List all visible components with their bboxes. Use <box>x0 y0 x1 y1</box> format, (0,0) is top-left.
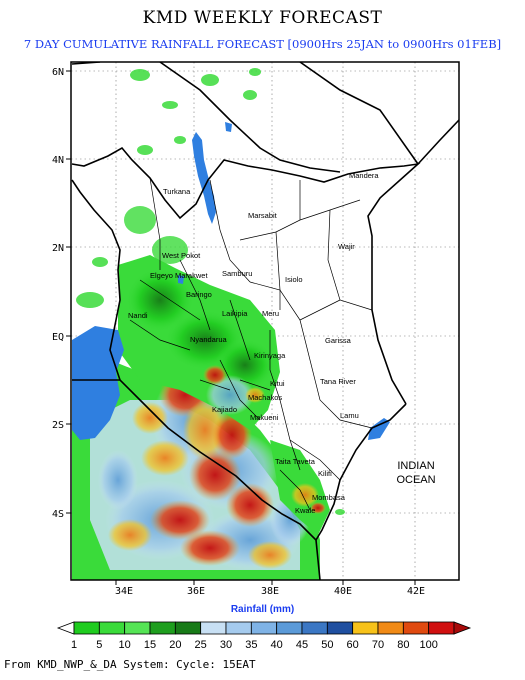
colorbar-segment <box>352 621 379 635</box>
colorbar-tick-label: 20 <box>169 639 181 651</box>
place-label: Baringo <box>186 290 212 299</box>
lon-labels: 34E 36E 38E 40E 42E <box>115 586 425 597</box>
country-boundaries <box>71 62 459 580</box>
colorbar-tick-label: 15 <box>144 639 156 651</box>
colorbar-arrow-low <box>56 621 75 635</box>
colorbar-tick-label: 50 <box>321 639 333 651</box>
colorbar <box>56 621 472 635</box>
place-label: Kilifi <box>318 469 332 478</box>
lat-label-6n: 6N <box>52 67 64 78</box>
ocean-islands <box>368 418 390 440</box>
lake-baringo <box>178 275 184 284</box>
place-label: Wajir <box>338 242 355 251</box>
place-label: Makueni <box>250 413 279 422</box>
lake-turkana <box>192 132 216 224</box>
place-label: Isiolo <box>285 275 303 284</box>
place-label: Nandi <box>128 311 148 320</box>
place-label: Garissa <box>325 336 352 345</box>
colorbar-tick-label: 100 <box>419 639 437 651</box>
colorbar-segment <box>149 621 176 635</box>
colorbar-arrow-high <box>453 621 472 635</box>
colorbar-tick-label: 5 <box>96 639 102 651</box>
colorbar-tick-label: 10 <box>119 639 131 651</box>
rainfall-field-kenya <box>118 206 330 535</box>
colorbar-tick-label: 25 <box>195 639 207 651</box>
place-label: Tana River <box>320 377 356 386</box>
place-label: Mombasa <box>312 493 346 502</box>
place-label: Kajiado <box>212 405 237 414</box>
place-label: Marsabit <box>248 211 278 220</box>
map-title: KMD WEEKLY FORECAST <box>142 8 383 28</box>
colorbar-segment <box>250 621 278 635</box>
colorbar-segment <box>98 621 126 635</box>
lat-labels: 6N 4N 2N EQ 2S 4S <box>52 67 64 520</box>
lon-label-36e: 36E <box>187 586 205 597</box>
lon-tick-marks <box>115 580 416 585</box>
colorbar-tick-label: 60 <box>347 639 359 651</box>
lat-label-2s: 2S <box>52 420 64 431</box>
colorbar-tick-label: 30 <box>220 639 232 651</box>
colorbar-segment <box>377 621 404 635</box>
place-label: West Pokot <box>162 251 201 260</box>
colorbar-tick-label: 40 <box>271 639 283 651</box>
place-label: Samburu <box>222 269 252 278</box>
place-label: Machakos <box>248 393 282 402</box>
colorbar-segment <box>174 621 202 635</box>
place-label: Elgeyo Marakwet <box>150 271 208 280</box>
colorbar-labels: 1 5 10 15 20 25 30 35 40 45 50 60 70 80 100 <box>71 639 438 651</box>
colorbar-tick-label: 45 <box>296 639 308 651</box>
map-subtitle: 7 DAY CUMULATIVE RAINFALL FORECAST [0900… <box>23 37 502 51</box>
colorbar-tick-label: 1 <box>71 639 77 651</box>
colorbar-segment <box>276 621 303 635</box>
colorbar-segment <box>225 621 252 635</box>
place-label: Turkana <box>163 187 191 196</box>
lat-label-4n: 4N <box>52 155 64 166</box>
legend-title: Rainfall (mm) <box>230 604 295 615</box>
footer-credit: From KMD_NWP_&_DA System: Cycle: 15EAT <box>4 658 256 671</box>
colorbar-segment <box>200 621 227 635</box>
colorbar-segment <box>301 621 328 635</box>
map-frame <box>70 61 460 581</box>
place-label: Kirinyaga <box>254 351 286 360</box>
lat-tick-marks <box>66 70 71 514</box>
place-label: Taita Taveta <box>275 457 316 466</box>
colorbar-segment <box>73 621 100 635</box>
lat-label-4s: 4S <box>52 509 64 520</box>
lat-label-eq: EQ <box>52 332 64 343</box>
lake-naivasha <box>225 122 232 132</box>
colorbar-segment <box>326 621 354 635</box>
place-label: Laikipia <box>222 309 248 318</box>
place-label: Nyandarua <box>190 335 228 344</box>
lon-label-42e: 42E <box>407 586 425 597</box>
colorbar-segment <box>402 621 430 635</box>
place-label: Lamu <box>340 411 359 420</box>
colorbar-tick-label: 80 <box>397 639 409 651</box>
lon-label-38e: 38E <box>261 586 279 597</box>
rainfall-speckles <box>76 68 345 515</box>
colorbar-tick-label: 70 <box>372 639 384 651</box>
ocean-label-line-2: OCEAN <box>396 474 435 486</box>
colorbar-tick-label: 35 <box>245 639 257 651</box>
place-label: Mandera <box>349 171 379 180</box>
place-label: Kwale <box>295 506 315 515</box>
county-boundaries <box>129 177 373 511</box>
colorbar-segment <box>428 621 455 635</box>
colorbar-segment <box>124 621 151 635</box>
place-label: Meru <box>262 309 279 318</box>
place-labels: Mandera Turkana Marsabit Wajir West Poko… <box>128 171 379 515</box>
lon-label-34e: 34E <box>115 586 133 597</box>
ocean-label-line-1: INDIAN <box>397 460 434 472</box>
place-label: Kitui <box>270 379 285 388</box>
lat-label-2n: 2N <box>52 243 64 254</box>
ocean-label: INDIAN OCEAN <box>396 460 435 486</box>
lon-label-40e: 40E <box>334 586 352 597</box>
